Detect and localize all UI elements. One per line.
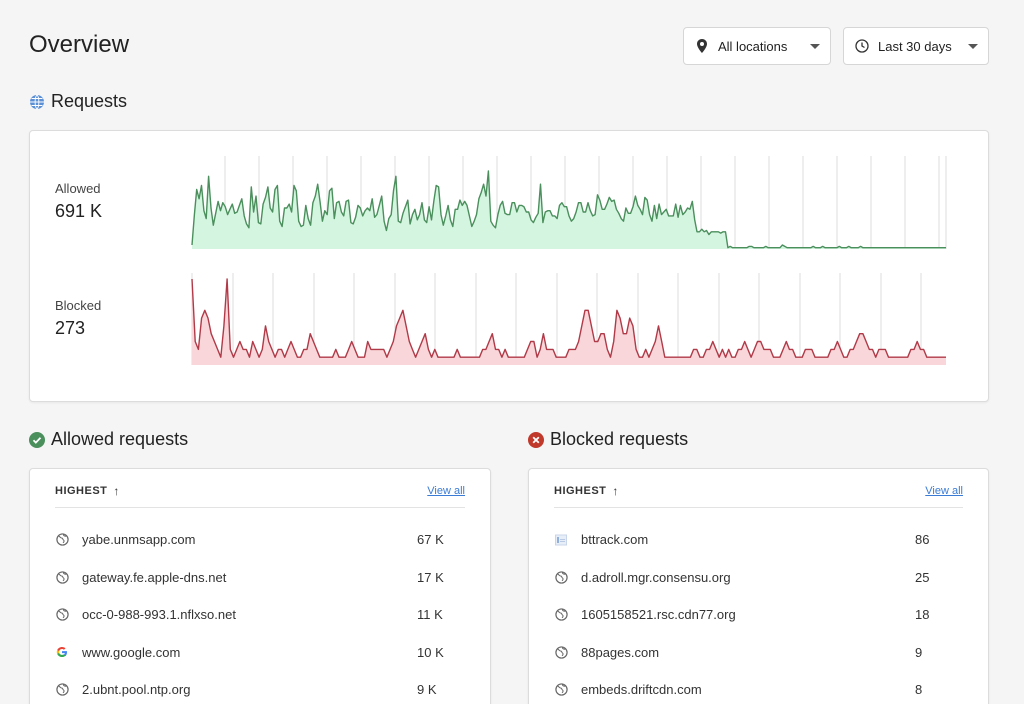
- globe-icon: [55, 533, 69, 547]
- chevron-down-icon: [810, 43, 820, 49]
- globe-icon: [554, 608, 568, 622]
- blocked-chart-area: [192, 279, 946, 365]
- request-count: 86: [915, 532, 930, 548]
- request-count: 9: [915, 644, 923, 660]
- domain-name: 2.ubnt.pool.ntp.org: [82, 682, 191, 698]
- allowed-metric: Allowed 691 K: [55, 181, 102, 222]
- globe-icon: [55, 608, 69, 622]
- requests-card: Allowed 691 K Blocked 273: [29, 130, 989, 402]
- allowed-metric-value: 691 K: [55, 201, 103, 221]
- blocked-chart-line: [191, 278, 946, 358]
- globe-icon: [554, 570, 568, 584]
- domain-name: gateway.fe.apple-dns.net: [82, 569, 227, 585]
- google-icon: [55, 645, 69, 659]
- globe-icon: [55, 683, 69, 697]
- list-item[interactable]: yabe.unmsapp.com 67 K: [55, 521, 465, 559]
- domain-name: yabe.unmsapp.com: [82, 532, 196, 548]
- domain-name: www.google.com: [82, 644, 181, 660]
- chevron-down-icon: [968, 43, 978, 49]
- requests-title-text: Requests: [51, 91, 128, 111]
- allowed-chart-area: [192, 171, 946, 249]
- list-item[interactable]: www.google.com 10 K: [55, 634, 465, 672]
- date-range-dropdown[interactable]: Last 30 days: [843, 27, 989, 65]
- list-item[interactable]: d.adroll.mgr.consensu.org 25: [554, 559, 963, 597]
- request-count: 25: [915, 569, 930, 585]
- blocked-metric-label: Blocked: [55, 298, 102, 313]
- domain-name: 88pages.com: [581, 644, 660, 660]
- clock-icon: [854, 38, 870, 54]
- arrow-up-icon[interactable]: ↑: [612, 484, 619, 498]
- sort-label[interactable]: HIGHEST: [55, 485, 108, 497]
- list-item[interactable]: bttrack.com 86: [554, 521, 963, 559]
- domain-name: 1605158521.rsc.cdn77.org: [581, 607, 736, 623]
- requests-chart: [191, 156, 947, 365]
- arrow-up-icon[interactable]: ↑: [113, 484, 120, 498]
- request-count: 8: [915, 682, 923, 698]
- blocked-requests-title-text: Blocked requests: [550, 429, 689, 449]
- globe-icon: [554, 683, 568, 697]
- request-count: 67 K: [417, 532, 444, 548]
- allowed-metric-label: Allowed: [55, 181, 101, 196]
- list-item[interactable]: 2.ubnt.pool.ntp.org 9 K: [55, 671, 465, 704]
- list-item[interactable]: gateway.fe.apple-dns.net 17 K: [55, 559, 465, 597]
- list-item[interactable]: 1605158521.rsc.cdn77.org 18: [554, 596, 963, 634]
- list-item[interactable]: occ-0-988-993.1.nflxso.net 11 K: [55, 596, 465, 634]
- blocked-list: bttrack.com 86 d.adroll.mgr.consensu.org 25…: [554, 521, 963, 704]
- blocked-requests-card: HIGHEST ↑ View all bttrack.com 86 d.adroll…: [528, 468, 989, 704]
- domain-name: bttrack.com: [581, 532, 649, 548]
- allowed-requests-card: HIGHEST ↑ View all yabe.unmsapp.com 67 K g…: [29, 468, 491, 704]
- location-dropdown-label: All locations: [718, 38, 788, 54]
- request-count: 17 K: [417, 569, 444, 585]
- date-range-dropdown-label: Last 30 days: [878, 38, 952, 54]
- domain-name: embeds.driftcdn.com: [581, 682, 702, 698]
- location-pin-icon: [694, 38, 710, 54]
- list-item[interactable]: embeds.driftcdn.com 8: [554, 671, 963, 704]
- view-all-link[interactable]: View all: [427, 485, 465, 497]
- allowed-list: yabe.unmsapp.com 67 K gateway.fe.apple-dns…: [55, 521, 465, 704]
- view-all-link[interactable]: View all: [925, 485, 963, 497]
- blocked-metric: Blocked 273: [55, 298, 101, 339]
- globe-icon: [55, 570, 69, 584]
- request-count: 9 K: [417, 682, 437, 698]
- page-title: Overview: [29, 31, 130, 58]
- request-count: 11 K: [417, 607, 443, 623]
- blocked-list-header: HIGHEST ↑ View all: [554, 485, 963, 508]
- site-favicon-icon: [554, 533, 568, 547]
- allowed-requests-title: Allowed requests: [29, 429, 188, 450]
- globe-icon: [554, 645, 568, 659]
- blocked-metric-value: 273: [55, 318, 86, 338]
- domain-name: d.adroll.mgr.consensu.org: [581, 569, 731, 585]
- x-circle-icon: [528, 431, 544, 448]
- check-circle-icon: [29, 431, 45, 448]
- requests-section-title: Requests: [29, 91, 127, 112]
- allowed-requests-title-text: Allowed requests: [51, 429, 189, 449]
- domain-name: occ-0-988-993.1.nflxso.net: [82, 607, 236, 623]
- list-item[interactable]: 88pages.com 9: [554, 634, 963, 672]
- globe-icon: [29, 94, 45, 110]
- request-count: 18: [915, 607, 930, 623]
- sort-label[interactable]: HIGHEST: [554, 485, 607, 497]
- request-count: 10 K: [417, 644, 444, 660]
- blocked-requests-title: Blocked requests: [528, 429, 688, 450]
- location-dropdown[interactable]: All locations: [683, 27, 831, 65]
- allowed-chart-line: [191, 170, 946, 249]
- allowed-list-header: HIGHEST ↑ View all: [55, 485, 465, 508]
